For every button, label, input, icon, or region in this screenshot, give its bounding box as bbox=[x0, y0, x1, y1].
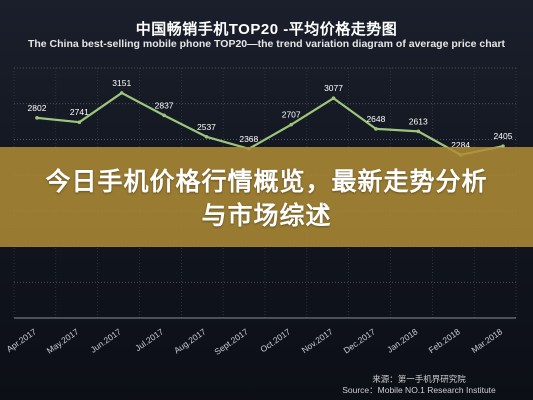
data-label: 2613 bbox=[409, 116, 428, 126]
headline-banner: 今日手机价格行情概览，最新走势分析与市场综述 bbox=[0, 147, 533, 247]
x-tick-label: Feb.2018 bbox=[427, 326, 462, 355]
data-labels: 2802 2741 3151 2837 2537 2368 2707 3077 2648 2613… bbox=[28, 78, 513, 150]
x-tick-label: Sept.2017 bbox=[212, 326, 250, 357]
data-label: 3151 bbox=[112, 78, 131, 88]
data-label: 3077 bbox=[324, 83, 343, 93]
headline-text: 今日手机价格行情概览，最新走势分析与市场综述 bbox=[45, 168, 488, 230]
x-tick-label: Nov.2017 bbox=[300, 326, 335, 355]
data-label: 2537 bbox=[197, 122, 216, 132]
data-point bbox=[289, 122, 293, 127]
data-label: 2802 bbox=[28, 103, 47, 113]
series-line bbox=[36, 91, 504, 156]
data-label: 2741 bbox=[70, 107, 89, 117]
data-point bbox=[204, 134, 209, 139]
data-point bbox=[416, 129, 421, 134]
data-point bbox=[35, 116, 39, 120]
data-label: 2707 bbox=[282, 110, 301, 120]
data-point bbox=[119, 91, 124, 95]
grid-lines bbox=[13, 67, 517, 319]
x-tick-label: Aug.2017 bbox=[172, 326, 208, 355]
chart-subtitle: The China best-selling mobile phone TOP2… bbox=[27, 38, 506, 50]
x-tick-label: Jul.2017 bbox=[133, 326, 165, 353]
x-tick-label: Jan.2018 bbox=[385, 326, 420, 354]
price-series bbox=[36, 91, 504, 156]
x-tick-label: May.2017 bbox=[45, 326, 81, 355]
source-note: 来源：第一手机界研究院 Source：Mobile NO.1 Research … bbox=[319, 374, 519, 396]
data-label: 2368 bbox=[239, 134, 258, 144]
data-point bbox=[162, 113, 166, 118]
x-tick-label: Dec.2017 bbox=[342, 326, 378, 355]
data-label: 2284 bbox=[451, 140, 470, 150]
x-tick-label: Oct.2017 bbox=[258, 326, 292, 354]
x-tick-label: Jun.2017 bbox=[88, 326, 123, 354]
data-point bbox=[331, 96, 336, 101]
x-tick-label: Mar.2018 bbox=[469, 326, 504, 355]
x-tick-label: Apr.2017 bbox=[5, 326, 39, 354]
x-tick-labels: Apr.2017 May.2017 Jun.2017 Jul.2017 Aug.2017… bbox=[5, 326, 505, 357]
data-point bbox=[77, 120, 82, 125]
data-label: 2837 bbox=[155, 100, 174, 110]
source-cn: 来源：第一手机界研究院 bbox=[372, 374, 466, 384]
chart-title: 中国畅销手机TOP20 -平均价格走势图 bbox=[135, 21, 398, 38]
data-label: 2648 bbox=[366, 114, 385, 124]
data-point bbox=[374, 127, 378, 131]
data-label: 2405 bbox=[494, 131, 513, 141]
source-en: Source：Mobile NO.1 Research Institute bbox=[342, 385, 496, 395]
